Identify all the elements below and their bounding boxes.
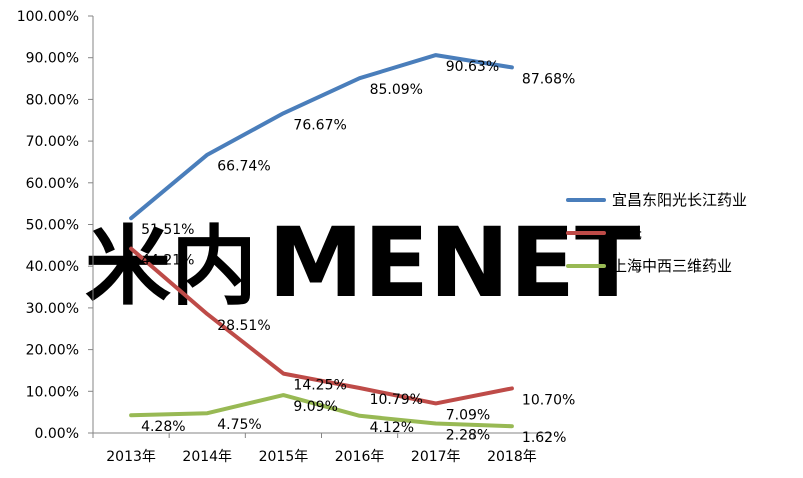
data-label: 44.21% — [141, 253, 194, 269]
data-label: 28.51% — [217, 318, 270, 334]
x-tick-label: 2018年 — [487, 449, 537, 465]
watermark-logo-mark: 米内 — [85, 217, 257, 317]
y-tick-label: 10.00% — [26, 384, 79, 400]
legend-item: 罗氏 — [566, 224, 642, 242]
data-labels: 51.51% 66.74% 76.67% 85.09% 90.63% 87.68% 44.2… — [141, 59, 575, 446]
y-tick-label: 40.00% — [26, 259, 79, 275]
legend-item: 宜昌东阳光长江药业 — [566, 191, 747, 209]
x-tick-label: 2016年 — [335, 449, 385, 465]
x-tick-label: 2015年 — [259, 449, 309, 465]
legend-label: 罗氏 — [612, 224, 642, 242]
data-label: 87.68% — [522, 71, 575, 87]
data-label: 10.70% — [522, 392, 575, 408]
y-tick-label: 0.00% — [35, 426, 79, 442]
data-label: 4.28% — [141, 419, 185, 435]
legend-label: 上海中西三维药业 — [612, 257, 732, 275]
axes: 0.00% 10.00% 20.00% 30.00% 40.00% 50.00% 60.00… — [17, 9, 551, 465]
y-tick-label: 20.00% — [26, 343, 79, 359]
data-label: 14.25% — [293, 378, 346, 394]
data-label: 10.79% — [370, 392, 423, 408]
series-lines — [129, 53, 514, 429]
data-label: 7.09% — [446, 407, 490, 423]
data-label: 2.28% — [446, 427, 490, 443]
y-tick-label: 60.00% — [26, 176, 79, 192]
x-tick-label: 2013年 — [106, 449, 156, 465]
data-label: 4.75% — [217, 417, 261, 433]
series-line-2 — [129, 246, 514, 406]
legend-label: 宜昌东阳光长江药业 — [612, 191, 747, 209]
y-tick-label: 90.00% — [26, 51, 79, 67]
data-label: 4.12% — [370, 420, 414, 436]
data-label: 66.74% — [217, 159, 270, 175]
data-label: 76.67% — [293, 117, 346, 133]
series-line-1 — [129, 53, 514, 221]
watermark: 米内 MENET — [85, 207, 641, 319]
y-tick-label: 80.00% — [26, 92, 79, 108]
legend-item: 上海中西三维药业 — [566, 257, 732, 275]
data-label: 9.09% — [293, 399, 337, 415]
data-label: 51.51% — [141, 222, 194, 238]
y-tick-label: 100.00% — [17, 9, 79, 25]
x-tick-label: 2017年 — [411, 449, 461, 465]
y-tick-label: 70.00% — [26, 134, 79, 150]
data-label: 90.63% — [446, 59, 499, 75]
data-label: 1.62% — [522, 430, 566, 446]
y-tick-label: 50.00% — [26, 218, 79, 234]
data-label: 85.09% — [370, 82, 423, 98]
x-tick-label: 2014年 — [182, 449, 232, 465]
series-line-3 — [129, 393, 514, 429]
y-tick-label: 30.00% — [26, 301, 79, 317]
watermark-logo-text: MENET — [268, 207, 641, 319]
